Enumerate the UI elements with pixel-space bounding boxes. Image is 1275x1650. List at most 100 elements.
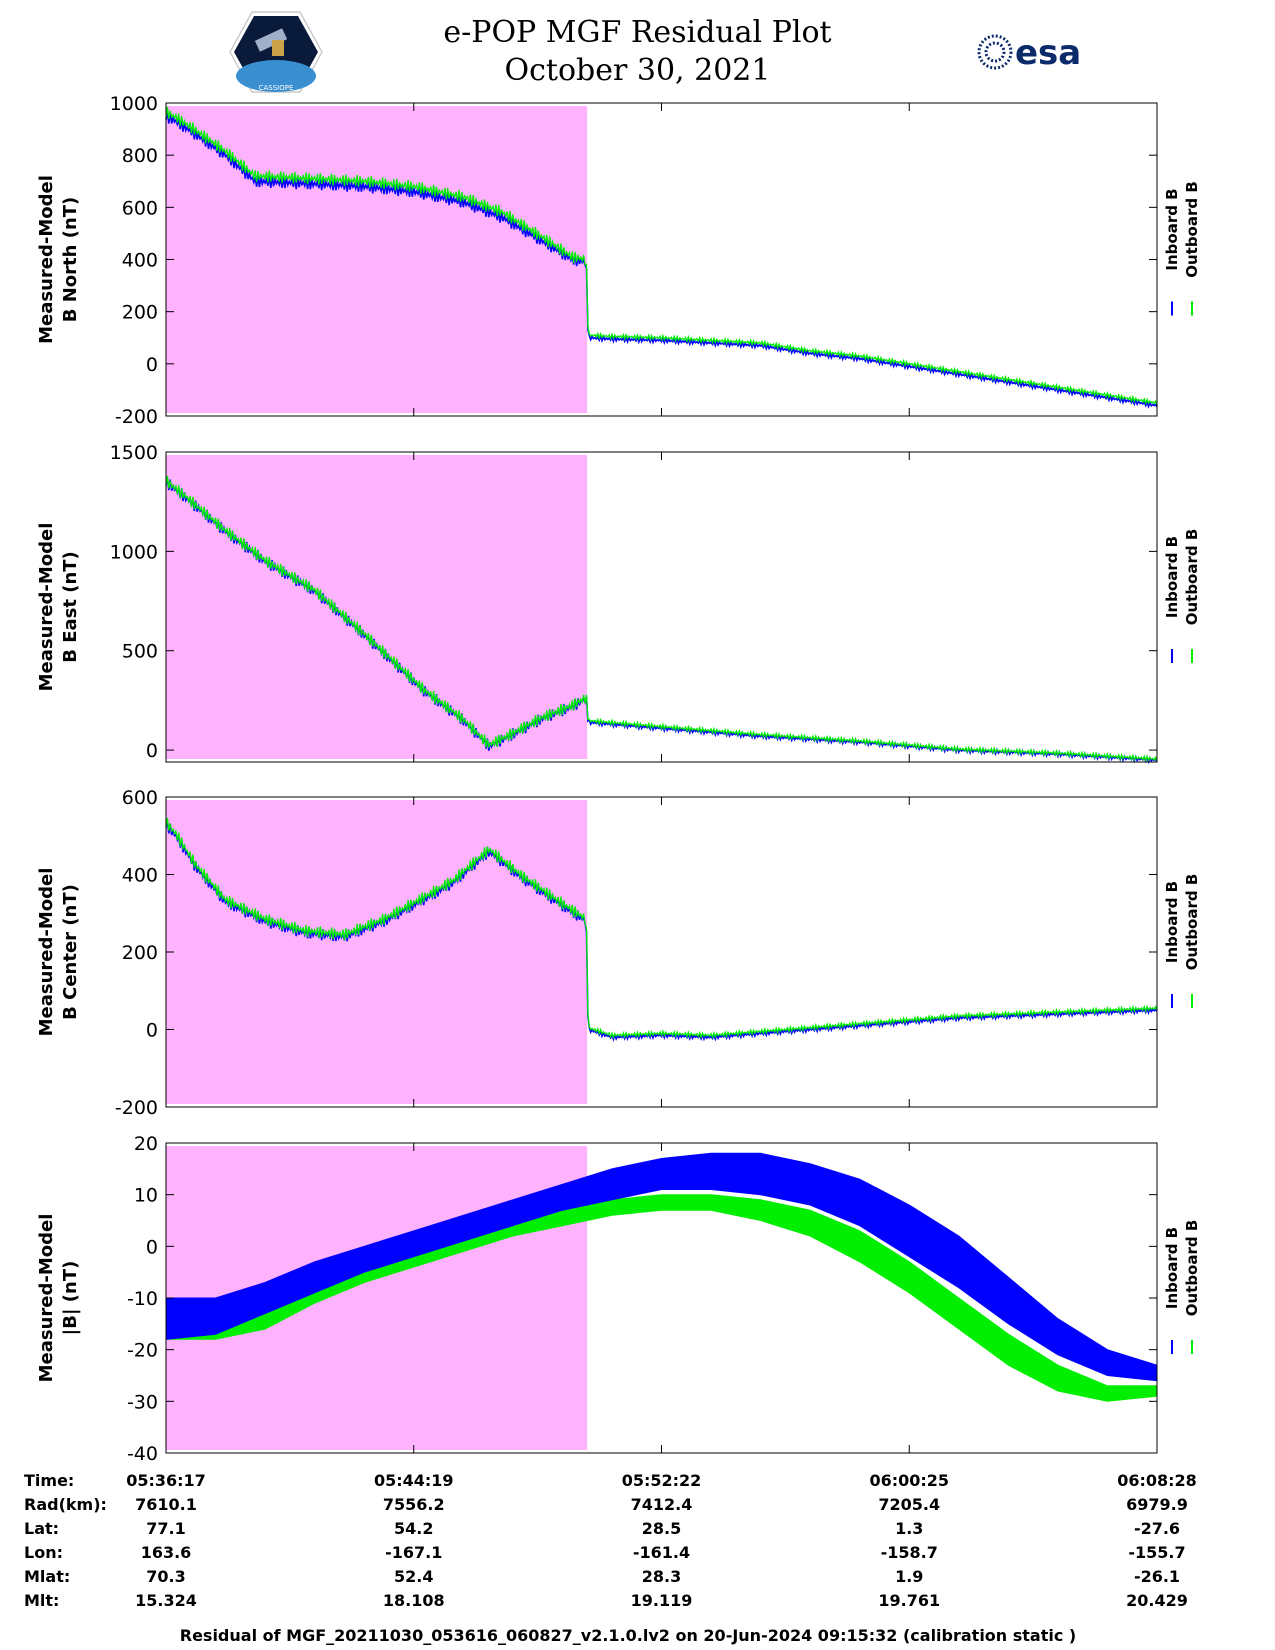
y-tick-label: 10 bbox=[134, 1185, 158, 1207]
panel-3: 600 400 200 0 -200 Measured-Model B Center (nT… bbox=[36, 787, 1201, 1119]
y-axis-label-line: |B| (nT) bbox=[60, 1261, 81, 1336]
y-tick-label: 0 bbox=[146, 1236, 158, 1258]
legend-label: Outboard B bbox=[1183, 529, 1201, 626]
legend-label: Inboard B bbox=[1163, 881, 1181, 963]
orbit-row-label: Rad(km): bbox=[24, 1495, 107, 1514]
orbit-row-label: Mlt: bbox=[24, 1591, 59, 1610]
y-axis-label: Measured-Model B Center (nT) bbox=[36, 868, 81, 1037]
title-text: e-POP MGF Residual Plot bbox=[443, 15, 832, 50]
chart-title: e-POP MGF Residual Plot October 30, 2021 bbox=[0, 14, 1275, 90]
y-axis-label-line: B Center (nT) bbox=[60, 884, 81, 1020]
orbit-cell: -158.7 bbox=[881, 1543, 938, 1562]
y-axis-label-line: Measured-Model bbox=[36, 868, 57, 1037]
orbit-cell: 7205.4 bbox=[878, 1495, 940, 1514]
legend: Inboard B Outboard B bbox=[1163, 1220, 1201, 1317]
orbit-cell: 7556.2 bbox=[383, 1495, 445, 1514]
legend-label: Outboard B bbox=[1183, 181, 1201, 278]
orbit-cell: 28.3 bbox=[642, 1567, 681, 1586]
y-tick-label: 1000 bbox=[110, 93, 158, 115]
panel-2: 1500 1000 500 0 Measured-Model B East (nT) Inb… bbox=[36, 442, 1201, 765]
y-axis-label: Measured-Model B North (nT) bbox=[36, 175, 81, 344]
shaded-region bbox=[166, 800, 588, 1104]
y-axis-label: Measured-Model B East (nT) bbox=[36, 523, 81, 692]
y-tick-label: 400 bbox=[122, 250, 158, 272]
series-line-outboard bbox=[165, 817, 1158, 1040]
orbit-cell: 1.3 bbox=[895, 1519, 923, 1538]
orbit-cell: 7412.4 bbox=[631, 1495, 693, 1514]
logo-right-text: esa bbox=[1015, 33, 1081, 72]
orbit-cell: 19.761 bbox=[878, 1591, 940, 1610]
y-tick-label: 0 bbox=[146, 354, 158, 376]
legend-label: Outboard B bbox=[1183, 1220, 1201, 1317]
orbit-cell: -161.4 bbox=[633, 1543, 690, 1562]
legend-label: Outboard B bbox=[1183, 874, 1201, 971]
orbit-cell: 06:08:28 bbox=[1117, 1471, 1197, 1490]
legend: Inboard B Outboard B bbox=[1163, 874, 1201, 971]
y-tick-label: 400 bbox=[122, 865, 158, 887]
orbit-cell: 7610.1 bbox=[135, 1495, 197, 1514]
y-tick-label: -30 bbox=[127, 1391, 158, 1413]
y-tick-label: 200 bbox=[122, 302, 158, 324]
orbit-cell: 05:44:19 bbox=[374, 1471, 454, 1490]
orbit-cell: 54.2 bbox=[394, 1519, 433, 1538]
y-tick-label: 0 bbox=[146, 1020, 158, 1042]
orbit-row-label: Lon: bbox=[24, 1543, 63, 1562]
legend-label: Inboard B bbox=[1163, 536, 1181, 618]
esa-logo: esa bbox=[977, 33, 1081, 72]
orbit-cell: 1.9 bbox=[895, 1567, 923, 1586]
orbit-cell: 06:00:25 bbox=[869, 1471, 949, 1490]
orbit-cell: -155.7 bbox=[1128, 1543, 1185, 1562]
orbit-cell: 05:52:22 bbox=[622, 1471, 702, 1490]
orbit-cell: 18.108 bbox=[383, 1591, 445, 1610]
orbit-info-table: Time: Rad(km): Lat: Lon: Mlat: Mlt: 05:36:17 76… bbox=[24, 1471, 1197, 1610]
orbit-cell: 28.5 bbox=[642, 1519, 681, 1538]
panel-4: 20 10 0 -10 -20 -30 -40 Measured-Model |B| (nT) I… bbox=[36, 1133, 1201, 1465]
y-tick-label: -40 bbox=[127, 1443, 158, 1465]
orbit-cell: 77.1 bbox=[146, 1519, 185, 1538]
orbit-cell: 20.429 bbox=[1126, 1591, 1188, 1610]
legend: Inboard B Outboard B bbox=[1163, 181, 1201, 278]
footer-caption: Residual of MGF_20211030_053616_060827_v… bbox=[180, 1626, 1076, 1645]
y-tick-label: 0 bbox=[146, 740, 158, 762]
orbit-cell: 05:36:17 bbox=[126, 1471, 206, 1490]
shaded-region bbox=[166, 106, 588, 413]
legend-label: Inboard B bbox=[1163, 188, 1181, 270]
legend: Inboard B Outboard B bbox=[1163, 529, 1201, 626]
series-line-outboard bbox=[165, 475, 1158, 763]
legend-label: Inboard B bbox=[1163, 1227, 1181, 1309]
series-line-inboard bbox=[165, 111, 1158, 409]
y-axis-label-line: Measured-Model bbox=[36, 1214, 57, 1383]
y-tick-label: 500 bbox=[122, 641, 158, 663]
y-tick-label: -200 bbox=[115, 1097, 158, 1119]
orbit-row-label: Mlat: bbox=[24, 1567, 70, 1586]
y-axis-label-line: Measured-Model bbox=[36, 523, 57, 692]
y-tick-label: 1500 bbox=[110, 442, 158, 464]
orbit-cell: 6979.9 bbox=[1126, 1495, 1188, 1514]
cassiope-logo: CASSIOPE bbox=[229, 11, 323, 93]
y-tick-label: 600 bbox=[122, 197, 158, 219]
orbit-cell: 70.3 bbox=[146, 1567, 185, 1586]
logo-left-text: CASSIOPE bbox=[259, 84, 294, 92]
y-tick-label: -200 bbox=[115, 406, 158, 428]
y-tick-label: 600 bbox=[122, 787, 158, 809]
orbit-cell: 52.4 bbox=[394, 1567, 433, 1586]
y-axis-label-line: B East (nT) bbox=[60, 551, 81, 663]
y-tick-label: 20 bbox=[134, 1133, 158, 1155]
y-axis-label-line: B North (nT) bbox=[60, 197, 81, 323]
orbit-row-label: Time: bbox=[24, 1471, 74, 1490]
y-tick-label: -10 bbox=[127, 1288, 158, 1310]
y-tick-label: 200 bbox=[122, 942, 158, 964]
orbit-row-label: Lat: bbox=[24, 1519, 59, 1538]
date-text: October 30, 2021 bbox=[504, 53, 771, 88]
y-tick-label: 800 bbox=[122, 145, 158, 167]
orbit-cell: -27.6 bbox=[1134, 1519, 1180, 1538]
orbit-cell: 15.324 bbox=[135, 1591, 197, 1610]
series-line-outboard bbox=[165, 106, 1158, 406]
orbit-cell: 19.119 bbox=[631, 1591, 693, 1610]
shaded-region bbox=[166, 455, 588, 759]
orbit-cell: -167.1 bbox=[385, 1543, 442, 1562]
y-axis-label-line: Measured-Model bbox=[36, 175, 57, 344]
orbit-cell: -26.1 bbox=[1134, 1567, 1180, 1586]
y-axis-label: Measured-Model |B| (nT) bbox=[36, 1214, 81, 1383]
